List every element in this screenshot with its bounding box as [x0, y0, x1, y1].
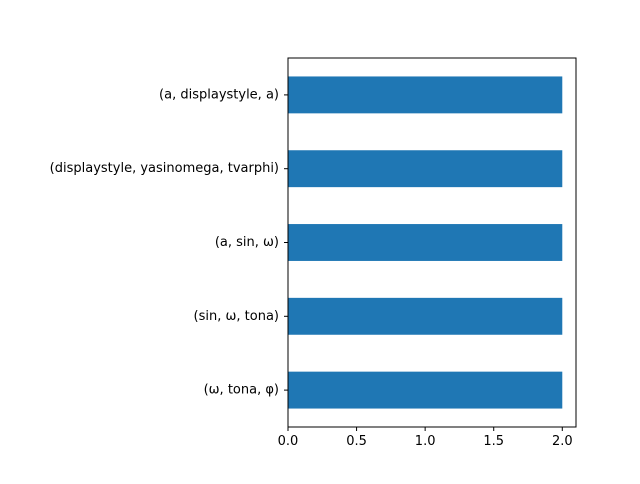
y-tick-label: (a, displaystyle, a)	[159, 87, 279, 102]
axes-frame	[287, 57, 577, 428]
bars-layer	[288, 76, 563, 409]
bar	[288, 297, 563, 335]
x-tick-label: 0.0	[278, 434, 299, 449]
x-tick-label: 0.5	[346, 434, 367, 449]
x-tick-label: 2.0	[552, 434, 573, 449]
x-tick-label: 1.0	[415, 434, 436, 449]
bar	[288, 224, 563, 261]
x-tick-label: 1.5	[483, 434, 504, 449]
axes-layer: (a, displaystyle, a) (displaystyle, yasin…	[50, 57, 577, 449]
bar	[288, 76, 563, 114]
bar	[288, 150, 563, 188]
y-tick-label: (displaystyle, yasinomega, tvarphi)	[50, 161, 279, 176]
y-tick-label: (a, sin, ω)	[215, 235, 279, 250]
y-tick-label: (sin, ω, tona)	[194, 309, 279, 324]
y-tick-label: (ω, tona, φ)	[204, 383, 279, 398]
bar	[288, 371, 563, 409]
